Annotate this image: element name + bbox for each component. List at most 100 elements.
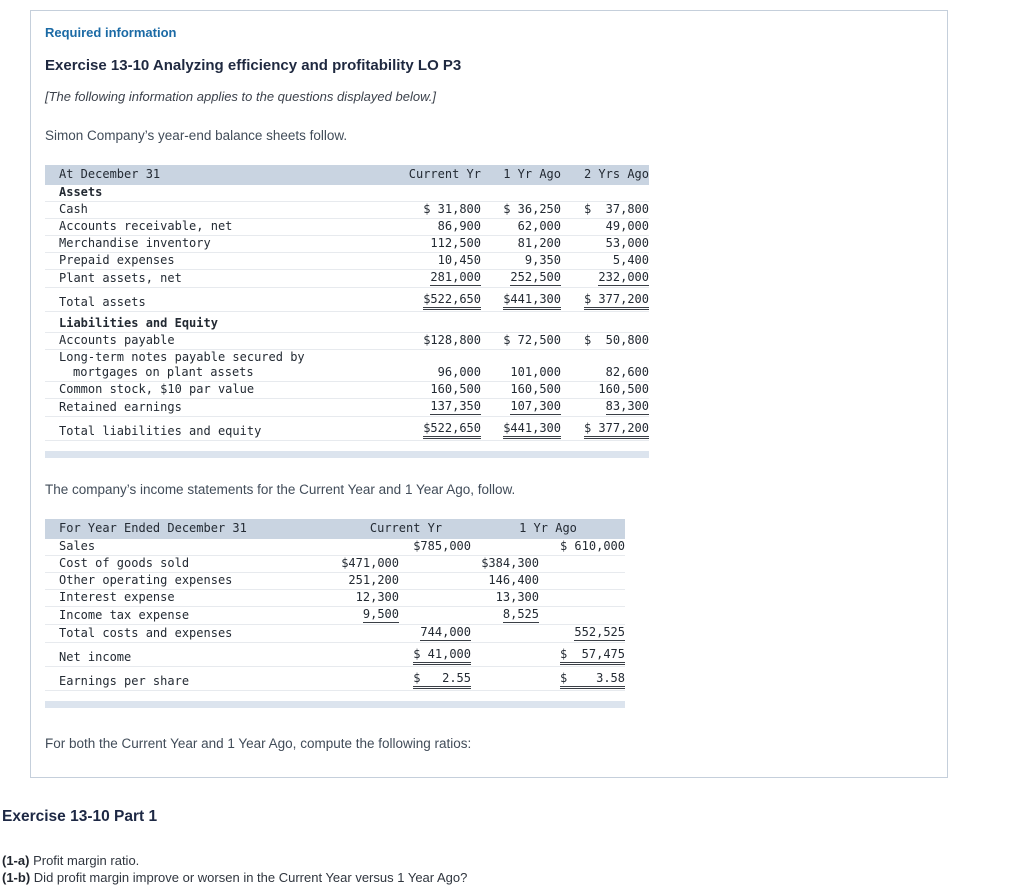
balance-sheet-total-row: Total liabilities and equity $522,650 $4… <box>45 421 649 441</box>
question-1b: (1-b) Did profit margin improve or worse… <box>2 869 1034 886</box>
row-label: Common stock, $10 par value <box>59 382 255 396</box>
column-header-1-yr-ago: 1 Yr Ago <box>519 521 577 535</box>
question-1a-label: (1-a) <box>2 853 30 868</box>
cell-2-yrs-ago: 83,300 <box>605 399 649 415</box>
income-statement-row: Income tax expense 9,500 8,525 <box>45 607 625 625</box>
cell-1-yr-ago: 160,500 <box>510 382 561 396</box>
cell-1-yr-ago: 81,200 <box>517 236 561 250</box>
row-label: Retained earnings <box>59 400 182 414</box>
cell-1ya-inner: 8,525 <box>502 607 539 623</box>
question-1b-label: (1-b) <box>2 870 31 885</box>
cell-cy-total: 744,000 <box>420 625 471 641</box>
cell-cy-total: $ 2.55 <box>399 671 471 689</box>
cell-current-yr: 112,500 <box>430 236 481 250</box>
income-statement-row: Cost of goods sold $471,000 $384,300 <box>45 556 625 573</box>
cell-cy-inner: 251,200 <box>348 573 399 587</box>
column-header-current-yr: Current Yr <box>408 167 481 181</box>
cell-1-yr-ago: 252,500 <box>510 270 561 286</box>
balance-sheet-row: Cash $ 31,800 $ 36,250 $ 37,800 <box>45 202 649 219</box>
row-label: Total costs and expenses <box>59 626 233 640</box>
cell-current-yr: 10,450 <box>437 253 481 267</box>
table-divider <box>45 451 649 458</box>
row-label: Plant assets, net <box>59 271 182 285</box>
row-label: Interest expense <box>59 590 175 604</box>
row-label: Sales <box>59 539 96 553</box>
row-label: Prepaid expenses <box>59 253 175 267</box>
question-1a-text: Profit margin ratio. <box>33 853 140 868</box>
cell-1ya-inner: $384,300 <box>481 556 539 570</box>
cell-cy-total: $785,000 <box>413 539 471 553</box>
cell-1-yr-ago: 107,300 <box>510 399 561 415</box>
section-label: Liabilities and Equity <box>59 316 218 330</box>
cell-1ya-total: 552,525 <box>574 625 625 641</box>
cell-current-yr: $128,800 <box>423 333 481 347</box>
income-statement-header-row: For Year Ended December 31 Current Yr 1 … <box>45 519 625 539</box>
cell-2-yrs-ago: 49,000 <box>605 219 649 233</box>
row-label: Income tax expense <box>59 608 190 622</box>
cell-2-yrs-ago: 5,400 <box>612 253 649 267</box>
income-statement-intro: The company’s income statements for the … <box>45 482 516 497</box>
cell-2-yrs-ago: $ 50,800 <box>583 333 649 347</box>
section-label: Assets <box>59 185 103 199</box>
cell-current-yr: 160,500 <box>430 382 481 396</box>
cell-cy-inner: 12,300 <box>355 590 399 604</box>
balance-sheet-total-row: Total assets $522,650 $441,300 $ 377,200 <box>45 292 649 312</box>
applies-note: [The following information applies to th… <box>45 89 436 104</box>
income-statement-row: Interest expense 12,300 13,300 <box>45 590 625 607</box>
cell-cy-total: $ 41,000 <box>399 647 471 665</box>
balance-sheet-row: Merchandise inventory 112,500 81,200 53,… <box>45 236 649 253</box>
column-header-2-yrs-ago: 2 Yrs Ago <box>583 167 649 181</box>
balance-sheet-row: Accounts payable $128,800 $ 72,500 $ 50,… <box>45 333 649 350</box>
cell-1ya-inner: 146,400 <box>488 573 539 587</box>
row-label: Accounts payable <box>59 333 175 347</box>
balance-sheet-section-row: Assets <box>45 185 649 202</box>
cell-current-yr: 86,900 <box>437 219 481 233</box>
row-label: Cost of goods sold <box>59 556 190 570</box>
part-title: Exercise 13-10 Part 1 <box>2 808 158 825</box>
cell-2-yrs-ago: $ 377,200 <box>561 292 649 310</box>
income-statement-row: Total costs and expenses 744,000 552,525 <box>45 625 625 643</box>
income-statement-row: Other operating expenses 251,200 146,400 <box>45 573 625 590</box>
cell-1-yr-ago: $441,300 <box>481 421 561 439</box>
balance-sheet-row: Retained earnings 137,350 107,300 83,300 <box>45 399 649 417</box>
cell-1ya-total: $ 610,000 <box>559 539 625 553</box>
compute-ratios-note: For both the Current Year and 1 Year Ago… <box>45 736 472 751</box>
cell-1ya-inner: 13,300 <box>495 590 539 604</box>
cell-2-yrs-ago: 53,000 <box>605 236 649 250</box>
cell-1-yr-ago: 62,000 <box>517 219 561 233</box>
balance-sheet-row: Common stock, $10 par value 160,500 160,… <box>45 382 649 399</box>
balance-sheet-intro: Simon Company’s year-end balance sheets … <box>45 128 348 143</box>
cell-1-yr-ago: 9,350 <box>524 253 561 267</box>
cell-1ya-total: $ 57,475 <box>539 647 625 665</box>
balance-sheet-header-row: At December 31 Current Yr 1 Yr Ago 2 Yrs… <box>45 165 649 185</box>
cell-1-yr-ago: $ 36,250 <box>503 202 561 216</box>
cell-2-yrs-ago: 82,600 <box>605 365 649 379</box>
row-label: Total liabilities and equity <box>59 424 262 438</box>
income-statement-row: Sales $785,000 $ 610,000 <box>45 539 625 556</box>
cell-current-yr: $522,650 <box>401 421 481 439</box>
income-statement-total-row: Net income $ 41,000 $ 57,475 <box>45 647 625 667</box>
question-1b-text: Did profit margin improve or worsen in t… <box>33 870 468 885</box>
cell-current-yr: 281,000 <box>430 270 481 286</box>
column-header-current-yr: Current Yr <box>369 521 443 535</box>
row-label: Merchandise inventory <box>59 236 211 250</box>
cell-1ya-total: $ 3.58 <box>539 671 625 689</box>
balance-sheet-section-row: Liabilities and Equity <box>45 316 649 333</box>
balance-sheet-row: Prepaid expenses 10,450 9,350 5,400 <box>45 253 649 270</box>
balance-sheet-row: Plant assets, net 281,000 252,500 232,00… <box>45 270 649 288</box>
row-label: Cash <box>59 202 88 216</box>
balance-sheet-row: Accounts receivable, net 86,900 62,000 4… <box>45 219 649 236</box>
cell-current-yr: $522,650 <box>401 292 481 310</box>
income-statement-total-row: Earnings per share $ 2.55 $ 3.58 <box>45 671 625 691</box>
column-header-for-year-ended: For Year Ended December 31 <box>59 521 247 535</box>
cell-cy-inner: 9,500 <box>362 607 399 623</box>
cell-1-yr-ago: 101,000 <box>510 365 561 379</box>
cell-2-yrs-ago: $ 377,200 <box>561 421 649 439</box>
question-list: (1-a) Profit margin ratio. (1-b) Did pro… <box>2 852 1034 886</box>
column-header-1-yr-ago: 1 Yr Ago <box>503 167 561 181</box>
cell-2-yrs-ago: $ 37,800 <box>583 202 649 216</box>
row-label: Other operating expenses <box>59 573 233 587</box>
balance-sheet-row: Long-term notes payable secured by mortg… <box>45 350 649 382</box>
cell-current-yr: 96,000 <box>437 365 481 379</box>
balance-sheet-table: At December 31 Current Yr 1 Yr Ago 2 Yrs… <box>45 165 649 458</box>
